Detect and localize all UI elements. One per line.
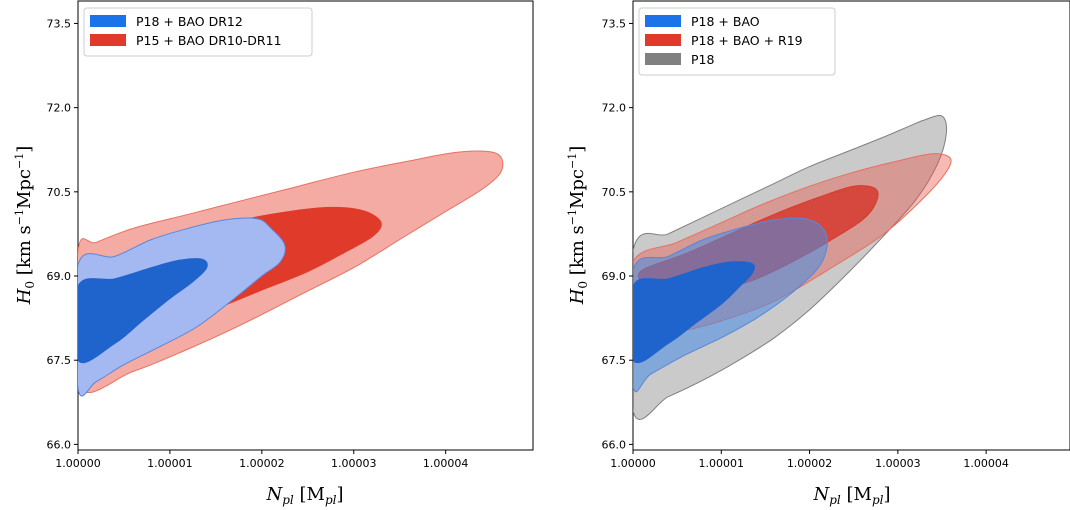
right-panel: 1.00000 1.00001 1.00002 1.00003 1.00004 66.0 6… [566, 0, 1070, 507]
contour-p18-bao-1sigma [633, 261, 755, 363]
left-panel: 1.00000 1.00001 1.00002 1.00003 1.00004 66.0 6… [13, 0, 534, 507]
y-tick-label: 73.5 [47, 17, 72, 30]
legend-swatch [645, 15, 681, 27]
y-tick-label: 72.0 [602, 102, 627, 115]
x-tick-label: 1.00002 [787, 457, 833, 470]
x-tick-label: 1.00004 [963, 457, 1009, 470]
y-tick-label: 72.0 [47, 102, 72, 115]
legend-label: P18 [691, 52, 714, 67]
legend-swatch [645, 53, 681, 65]
right-ticks: 1.00000 1.00001 1.00002 1.00003 1.00004 66.0 6… [602, 17, 1009, 470]
right-y-axis-label: H0 [km s−1Mpc−1] [566, 146, 590, 306]
x-tick-label: 1.00002 [239, 457, 285, 470]
y-tick-label: 69.0 [602, 270, 627, 283]
left-ticks: 1.00000 1.00001 1.00002 1.00003 1.00004 66.0 6… [47, 17, 469, 470]
left-x-axis-label: Npl [Mpl] [265, 484, 343, 507]
legend-label: P18 + BAO DR12 [136, 14, 243, 29]
contour-p18-bao-dr12-1sigma [78, 258, 208, 363]
x-tick-label: 1.00003 [875, 457, 921, 470]
left-contours [78, 150, 504, 397]
legend-swatch [90, 34, 126, 46]
y-tick-label: 66.0 [47, 438, 72, 451]
right-contours [633, 115, 952, 420]
left-y-axis-label: H0 [km s−1Mpc−1] [13, 146, 37, 306]
legend-label: P15 + BAO DR10-DR11 [136, 33, 282, 48]
contour-p18-bao-2sigma [633, 217, 828, 393]
y-tick-label: 70.5 [47, 186, 72, 199]
x-tick-label: 1.00004 [423, 457, 469, 470]
y-tick-label: 69.0 [47, 270, 72, 283]
legend-swatch [90, 15, 126, 27]
y-tick-label: 67.5 [47, 354, 72, 367]
x-tick-label: 1.00000 [55, 457, 101, 470]
y-tick-label: 73.5 [602, 17, 627, 30]
legend-swatch [645, 34, 681, 46]
y-tick-label: 70.5 [602, 186, 627, 199]
legend-box [83, 7, 313, 57]
x-tick-label: 1.00001 [699, 457, 745, 470]
right-x-axis-label: Npl [Mpl] [812, 484, 890, 507]
legend-box [638, 7, 836, 76]
left-legend: P18 + BAO DR12 P15 + BAO DR10-DR11 [83, 7, 313, 57]
x-tick-label: 1.00000 [610, 457, 656, 470]
y-tick-label: 67.5 [602, 354, 627, 367]
y-tick-label: 66.0 [602, 438, 627, 451]
legend-label: P18 + BAO + R19 [691, 33, 803, 48]
x-tick-label: 1.00003 [331, 457, 377, 470]
right-legend: P18 + BAO P18 + BAO + R19 P18 [638, 7, 836, 76]
x-tick-label: 1.00001 [147, 457, 193, 470]
contour-p18-bao-dr12-2sigma [78, 217, 286, 397]
legend-label: P18 + BAO [691, 14, 760, 29]
